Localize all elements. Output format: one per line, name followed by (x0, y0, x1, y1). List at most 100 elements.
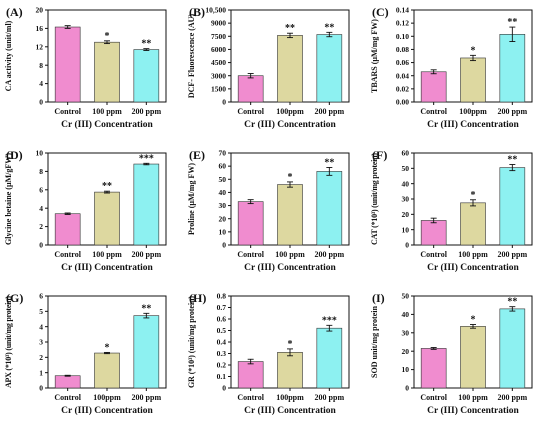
bar (94, 41, 120, 103)
y-tick-label: 0.2 (217, 361, 227, 370)
y-tick-label: 60 (402, 149, 410, 158)
bar (420, 348, 447, 389)
x-tick-label: Control (420, 250, 447, 259)
x-tick-label: 100 ppm (92, 107, 122, 116)
chart-panel: (B) 0 1500 3000 4500 6000 7500 9000 10,500 DCF- F… (187, 5, 350, 130)
y-tick-label: 0.4 (217, 338, 227, 347)
y-tick-label: 0.8 (217, 292, 227, 301)
x-tick-label: Control (237, 250, 264, 259)
bar (133, 315, 160, 389)
y-tick-label: 2 (39, 222, 43, 231)
y-axis-label: CAT (*10³) (unit/mg protein) (370, 153, 379, 245)
chart-panel: (A) 0 4 8 12 16 20 CA activity (unit/ml) Control… (4, 5, 167, 130)
panel-label: (A) (6, 5, 23, 19)
x-tick-label: 200 ppm (132, 107, 162, 116)
y-axis-label: TBARS (µM/mg FW) (370, 19, 379, 93)
y-tick-label: 20 (36, 6, 44, 15)
x-tick-label: 200 ppm (132, 393, 162, 402)
y-tick-label: 4500 (211, 58, 226, 67)
significance-mark: * (471, 190, 476, 201)
x-axis-label: Cr (III) Concentration (244, 119, 336, 130)
chart-panel: (G) 0 1 2 3 4 5 6 APX (*10³) (unit/mg protein) Co… (4, 291, 167, 416)
y-tick-label: 0.5 (217, 326, 227, 335)
y-tick-label: 30 (402, 328, 410, 337)
y-tick-label: 4 (39, 322, 43, 331)
significance-mark: * (471, 315, 476, 326)
y-axis-label: DCF- Fluorescence (AU) (187, 14, 196, 99)
bar (316, 171, 343, 246)
y-tick-label: 30 (402, 195, 410, 204)
x-axis-label: Cr (III) Concentration (427, 119, 519, 130)
bar (277, 184, 303, 246)
panel-label: (F) (372, 148, 387, 162)
y-tick-label: 30 (219, 201, 227, 210)
y-tick-label: 2 (39, 353, 43, 362)
x-axis-label: Cr (III) Concentration (427, 262, 519, 273)
significance-mark: * (288, 172, 293, 183)
significance-mark: *** (139, 153, 154, 164)
y-tick-label: 10,500 (205, 6, 226, 15)
x-axis-label: Cr (III) Concentration (427, 405, 519, 416)
x-tick-label: 100 ppm (92, 250, 122, 259)
y-tick-label: 20 (219, 214, 227, 223)
y-tick-label: 50 (219, 175, 227, 184)
x-tick-label: Control (54, 250, 81, 259)
x-tick-label: Control (237, 393, 264, 402)
panel-label: (G) (6, 291, 23, 305)
y-tick-label: 0.7 (217, 303, 227, 312)
y-tick-label: 0.08 (396, 45, 409, 54)
y-axis-label: CA activity (unit/ml) (4, 20, 13, 91)
y-tick-label: 6000 (211, 45, 226, 54)
x-tick-label: 100ppm (93, 393, 121, 402)
x-tick-label: 200 ppm (132, 250, 162, 259)
x-tick-label: 200 ppm (315, 393, 345, 402)
bar (94, 191, 120, 246)
x-axis-label: Cr (III) Concentration (244, 262, 336, 273)
y-tick-label: 10 (219, 227, 227, 236)
y-tick-label: 0.10 (396, 32, 409, 41)
y-tick-label: 0 (222, 98, 226, 107)
bar (54, 375, 81, 389)
y-tick-label: 40 (402, 310, 410, 319)
bar (94, 352, 120, 389)
y-tick-label: 40 (402, 179, 410, 188)
bar (237, 201, 264, 246)
significance-mark: ** (141, 39, 151, 50)
y-tick-label: 40 (219, 188, 227, 197)
y-tick-label: 0 (222, 384, 226, 393)
x-tick-label: 100ppm (459, 107, 487, 116)
y-tick-label: 0 (405, 384, 409, 393)
significance-mark: ** (507, 155, 517, 166)
y-axis-label: Glycine betaine (µM/gFW) (4, 153, 13, 245)
x-tick-label: Control (237, 107, 264, 116)
bar (277, 35, 303, 103)
y-axis-label: SOD unit/mg protein (370, 306, 379, 378)
y-tick-label: 8 (39, 61, 43, 70)
y-tick-label: 0.00 (396, 98, 409, 107)
significance-mark: *** (322, 315, 337, 326)
y-tick-label: 1500 (211, 84, 226, 93)
y-tick-label: 0.3 (217, 349, 227, 358)
y-tick-label: 6 (39, 185, 43, 194)
y-tick-label: 10 (402, 365, 410, 374)
panel-label: (H) (189, 291, 206, 305)
x-tick-label: 100ppm (276, 107, 304, 116)
significance-mark: ** (324, 157, 334, 168)
x-tick-label: 200 ppm (315, 250, 345, 259)
x-tick-label: 100 ppm (275, 250, 305, 259)
x-tick-label: 100 ppm (458, 393, 488, 402)
y-tick-label: 3 (39, 338, 43, 347)
bar (499, 34, 526, 103)
y-tick-label: 5 (39, 307, 43, 316)
significance-mark: * (471, 45, 476, 56)
x-tick-label: Control (54, 393, 81, 402)
x-tick-label: 200 ppm (498, 107, 528, 116)
y-tick-label: 50 (402, 292, 410, 301)
y-tick-label: 20 (402, 210, 410, 219)
y-tick-label: 70 (219, 149, 227, 158)
panel-label: (E) (189, 148, 205, 162)
y-tick-label: 0 (39, 384, 43, 393)
x-tick-label: 100 ppm (458, 250, 488, 259)
x-tick-label: 200 ppm (315, 107, 345, 116)
x-axis-label: Cr (III) Concentration (61, 405, 153, 416)
